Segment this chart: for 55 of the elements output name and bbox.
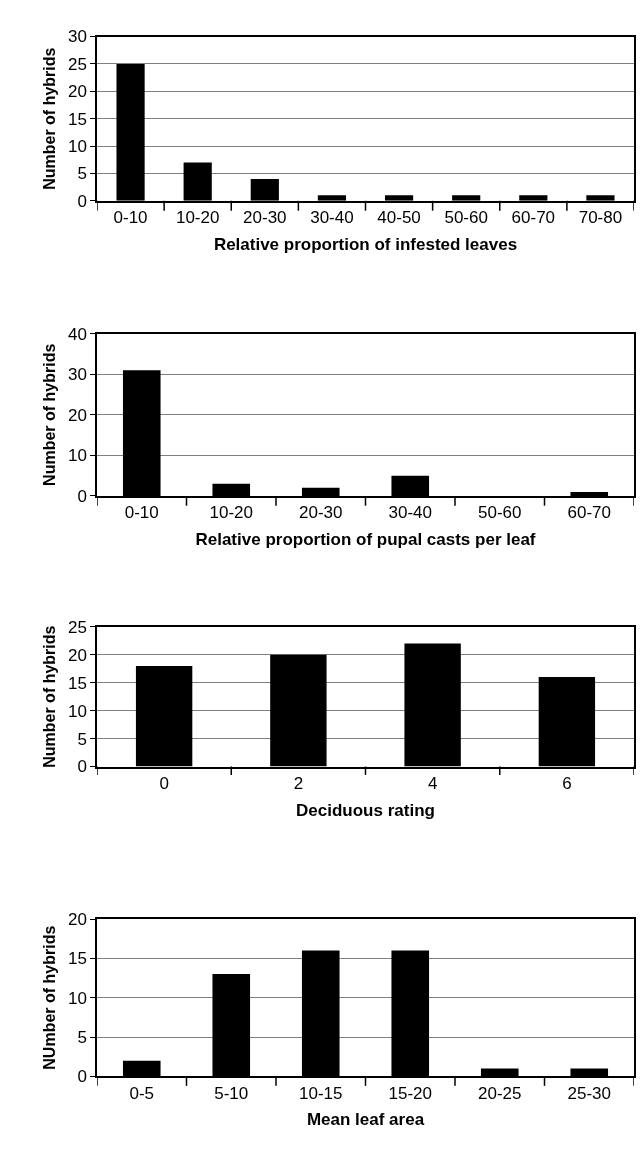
x-tick-label: 30-40 [388,503,432,523]
x-tick-label: 60-70 [511,207,556,227]
x-tick-label: 50-60 [478,503,522,523]
y-axis-title: Number of hybrids [41,343,59,486]
x-tick-label: 2 [293,773,304,793]
y-tick-label: 30 [67,365,87,385]
y-axis-title: Number of hybrids [41,47,59,190]
x-axis-title: Mean leaf area [306,1110,425,1130]
x-tick-label: 10-15 [299,1083,343,1103]
x-tick-label: 5-10 [214,1083,249,1103]
x-tick-label: 6 [562,773,572,793]
y-tick-label: 30 [67,27,87,47]
x-tick-label: 30-40 [310,207,354,227]
x-axis-title: Deciduous rating [296,800,435,820]
y-tick-label: 0 [77,486,87,506]
y-tick-label: 10 [67,446,87,466]
y-tick-label: 10 [67,701,87,721]
y-tick-label: 20 [67,82,87,102]
x-tick-label: 20-30 [243,207,287,227]
y-tick-label: 20 [67,405,87,425]
x-tick-label: 25-30 [567,1083,611,1103]
y-tick-label: 5 [77,1028,87,1047]
x-tick-label: 40-50 [377,207,421,227]
x-tick-label: 0-5 [129,1083,155,1103]
y-tick-label: 40 [67,324,87,344]
y-tick-label: 25 [67,54,87,74]
y-tick-label: 0 [77,1067,87,1087]
y-tick-label: 20 [67,645,87,665]
y-tick-label: 20 [67,909,87,929]
x-tick-label: 4 [427,773,438,793]
x-tick-label: 70-80 [578,207,623,227]
x-tick-label: 15-20 [388,1083,432,1103]
y-tick-label: 10 [67,988,87,1008]
y-axis-title: NUmber of hybrids [41,925,59,1070]
y-tick-label: 5 [77,729,87,749]
x-tick-label: 60-70 [567,503,611,523]
x-tick-label: 20-25 [478,1083,522,1103]
y-tick-label: 0 [77,757,87,777]
x-tick-label: 20-30 [299,503,343,523]
y-tick-label: 0 [77,191,87,211]
x-tick-label: 10-20 [209,503,253,523]
x-tick-label: 10-20 [175,207,220,227]
x-tick-label: 0-10 [113,207,148,227]
x-axis-title: Relative proportion of pupal casts per leaf [195,530,536,550]
y-tick-label: 15 [67,673,87,693]
y-tick-label: 15 [67,109,87,129]
y-tick-label: 25 [67,617,87,637]
y-tick-label: 10 [67,137,87,157]
x-axis-title: Relative proportion of infested leaves [213,234,518,254]
x-tick-label: 0 [159,773,169,793]
y-tick-label: 15 [67,949,87,969]
y-axis-title: Number of hybrids [41,625,59,768]
x-tick-label: 50-60 [444,207,488,227]
x-tick-label: 0-10 [124,503,159,523]
y-tick-label: 5 [77,164,87,184]
